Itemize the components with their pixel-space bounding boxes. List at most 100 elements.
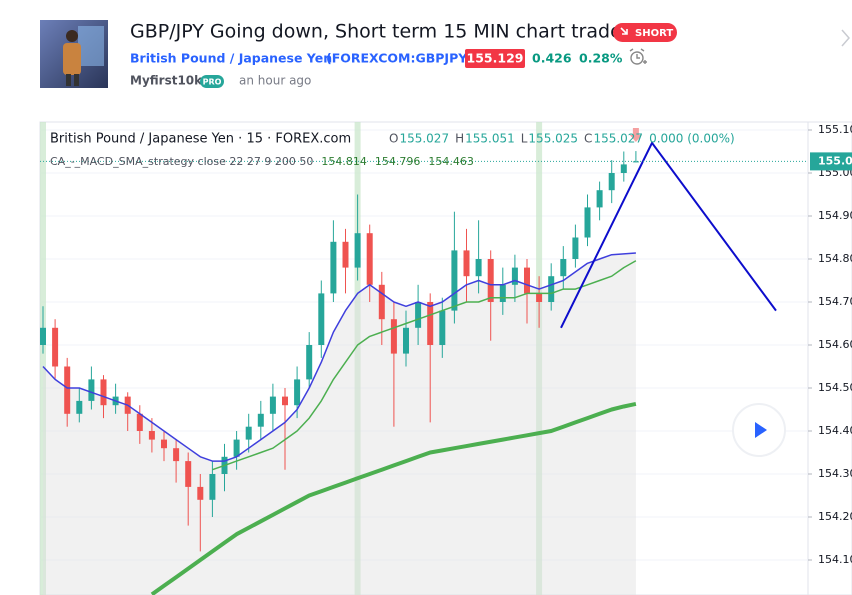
avatar[interactable] bbox=[40, 20, 108, 88]
candle-body bbox=[403, 327, 409, 354]
candle-body bbox=[257, 413, 264, 427]
candle-body bbox=[584, 207, 591, 238]
last-price-label: 155.027 bbox=[818, 154, 852, 167]
candle-body bbox=[511, 267, 518, 285]
session-highlight bbox=[40, 122, 46, 595]
candle-body bbox=[64, 366, 71, 414]
candle-body bbox=[318, 293, 325, 345]
candle-body bbox=[269, 396, 276, 414]
candle-body bbox=[487, 258, 494, 302]
ohlc-value: 155.027 bbox=[399, 132, 449, 146]
y-tick-label: 154.40 bbox=[818, 424, 852, 437]
candle-body bbox=[427, 301, 434, 345]
y-tick-label: 155.10 bbox=[818, 123, 852, 136]
candle-body bbox=[185, 461, 192, 487]
y-tick-label: 154.60 bbox=[818, 338, 852, 351]
candle-body bbox=[342, 241, 349, 268]
candle-body bbox=[233, 439, 240, 457]
session-highlight bbox=[354, 122, 361, 595]
symbol-name[interactable]: British Pound / Japanese Yen bbox=[130, 51, 332, 66]
candle-body bbox=[100, 379, 107, 406]
ohlc-letter: L bbox=[521, 132, 528, 146]
candle-body bbox=[560, 258, 567, 277]
price: 155.129 bbox=[467, 51, 524, 66]
price-box bbox=[465, 49, 525, 68]
y-tick-label: 154.70 bbox=[818, 295, 852, 308]
legend-title: British Pound / Japanese Yen · 15 · FORE… bbox=[50, 132, 351, 147]
y-tick-label: 154.30 bbox=[818, 467, 852, 480]
candle-body bbox=[40, 327, 46, 345]
candle-body bbox=[354, 233, 361, 268]
candle-body bbox=[88, 379, 95, 401]
candle-body bbox=[245, 426, 252, 440]
candle-body bbox=[390, 319, 397, 354]
y-tick-label: 154.90 bbox=[818, 209, 852, 222]
pro-badge bbox=[200, 75, 224, 88]
next-chevron[interactable] bbox=[841, 29, 850, 47]
candle-body bbox=[52, 327, 59, 367]
indicator-value: 154.814 bbox=[321, 155, 367, 168]
candle-body bbox=[161, 439, 167, 449]
candle-body bbox=[499, 284, 506, 302]
candle-body bbox=[451, 250, 458, 311]
chart-legend: British Pound / Japanese Yen · 15 · FORE… bbox=[50, 132, 735, 169]
y-tick-label: 154.20 bbox=[818, 510, 852, 523]
pro-label: PRO bbox=[203, 78, 222, 87]
ohlc-change: 0.000 (0.00%) bbox=[649, 132, 735, 146]
candle-body bbox=[572, 237, 579, 259]
candle-body bbox=[197, 486, 204, 500]
last-price-tag bbox=[810, 152, 852, 171]
ohlc-value: 155.051 bbox=[465, 132, 515, 146]
ohlc-letter: O bbox=[389, 132, 398, 146]
candle-body bbox=[306, 344, 313, 380]
candle-body bbox=[596, 190, 603, 208]
short-marker bbox=[629, 128, 642, 142]
candle-body bbox=[475, 258, 482, 277]
signal-badge: SHORT bbox=[613, 23, 677, 42]
candle-body bbox=[632, 161, 639, 163]
price-axis: 155.10155.00154.90154.80154.70154.60154.… bbox=[808, 123, 852, 566]
candle-body bbox=[415, 301, 422, 328]
trend-drawing bbox=[560, 140, 777, 329]
candle-body bbox=[366, 233, 373, 285]
change: 0.426 bbox=[532, 51, 572, 66]
candle-body bbox=[620, 164, 627, 173]
candle-body bbox=[148, 430, 155, 440]
candle-body bbox=[536, 293, 543, 302]
candle-body bbox=[378, 284, 385, 320]
indicator-name: CA_-_MACD_SMA_strategy close 22 27 9 200… bbox=[50, 155, 313, 168]
ohlc-value: 155.027 bbox=[593, 132, 643, 146]
y-tick-label: 154.50 bbox=[818, 381, 852, 394]
candle-body bbox=[294, 379, 301, 406]
publish-time: an hour ago bbox=[239, 74, 311, 88]
candle-body bbox=[282, 396, 288, 406]
signal-label: SHORT bbox=[635, 28, 673, 39]
idea-title: GBP/JPY Going down, Short term 15 MIN ch… bbox=[130, 21, 622, 43]
candle-body bbox=[76, 400, 83, 414]
y-tick-label: 154.80 bbox=[818, 252, 852, 265]
candle-body bbox=[330, 241, 337, 294]
moving-average bbox=[150, 401, 637, 595]
alert-icon[interactable] bbox=[629, 48, 647, 65]
moving-average bbox=[212, 260, 637, 471]
change-pct: 0.28% bbox=[579, 51, 623, 66]
candle-body bbox=[608, 172, 615, 191]
play-button[interactable] bbox=[732, 403, 786, 457]
author[interactable]: Myfirst10k bbox=[130, 74, 203, 88]
moving-average bbox=[42, 252, 636, 462]
indicator-value: 154.463 bbox=[428, 155, 474, 168]
ohlc-value: 155.025 bbox=[528, 132, 578, 146]
candle-body bbox=[524, 267, 530, 294]
candle-body bbox=[173, 448, 180, 462]
candle-body bbox=[209, 473, 216, 500]
candle-body bbox=[136, 413, 143, 431]
ma-fill bbox=[43, 252, 636, 595]
indicator-value: 154.796 bbox=[375, 155, 421, 168]
session-highlight bbox=[536, 122, 543, 595]
candle-body bbox=[463, 250, 470, 277]
symbol-code[interactable]: (FOREXCOM:GBPJPY) bbox=[326, 51, 473, 66]
plot-area bbox=[40, 122, 808, 595]
ohlc-letter: C bbox=[584, 132, 592, 146]
